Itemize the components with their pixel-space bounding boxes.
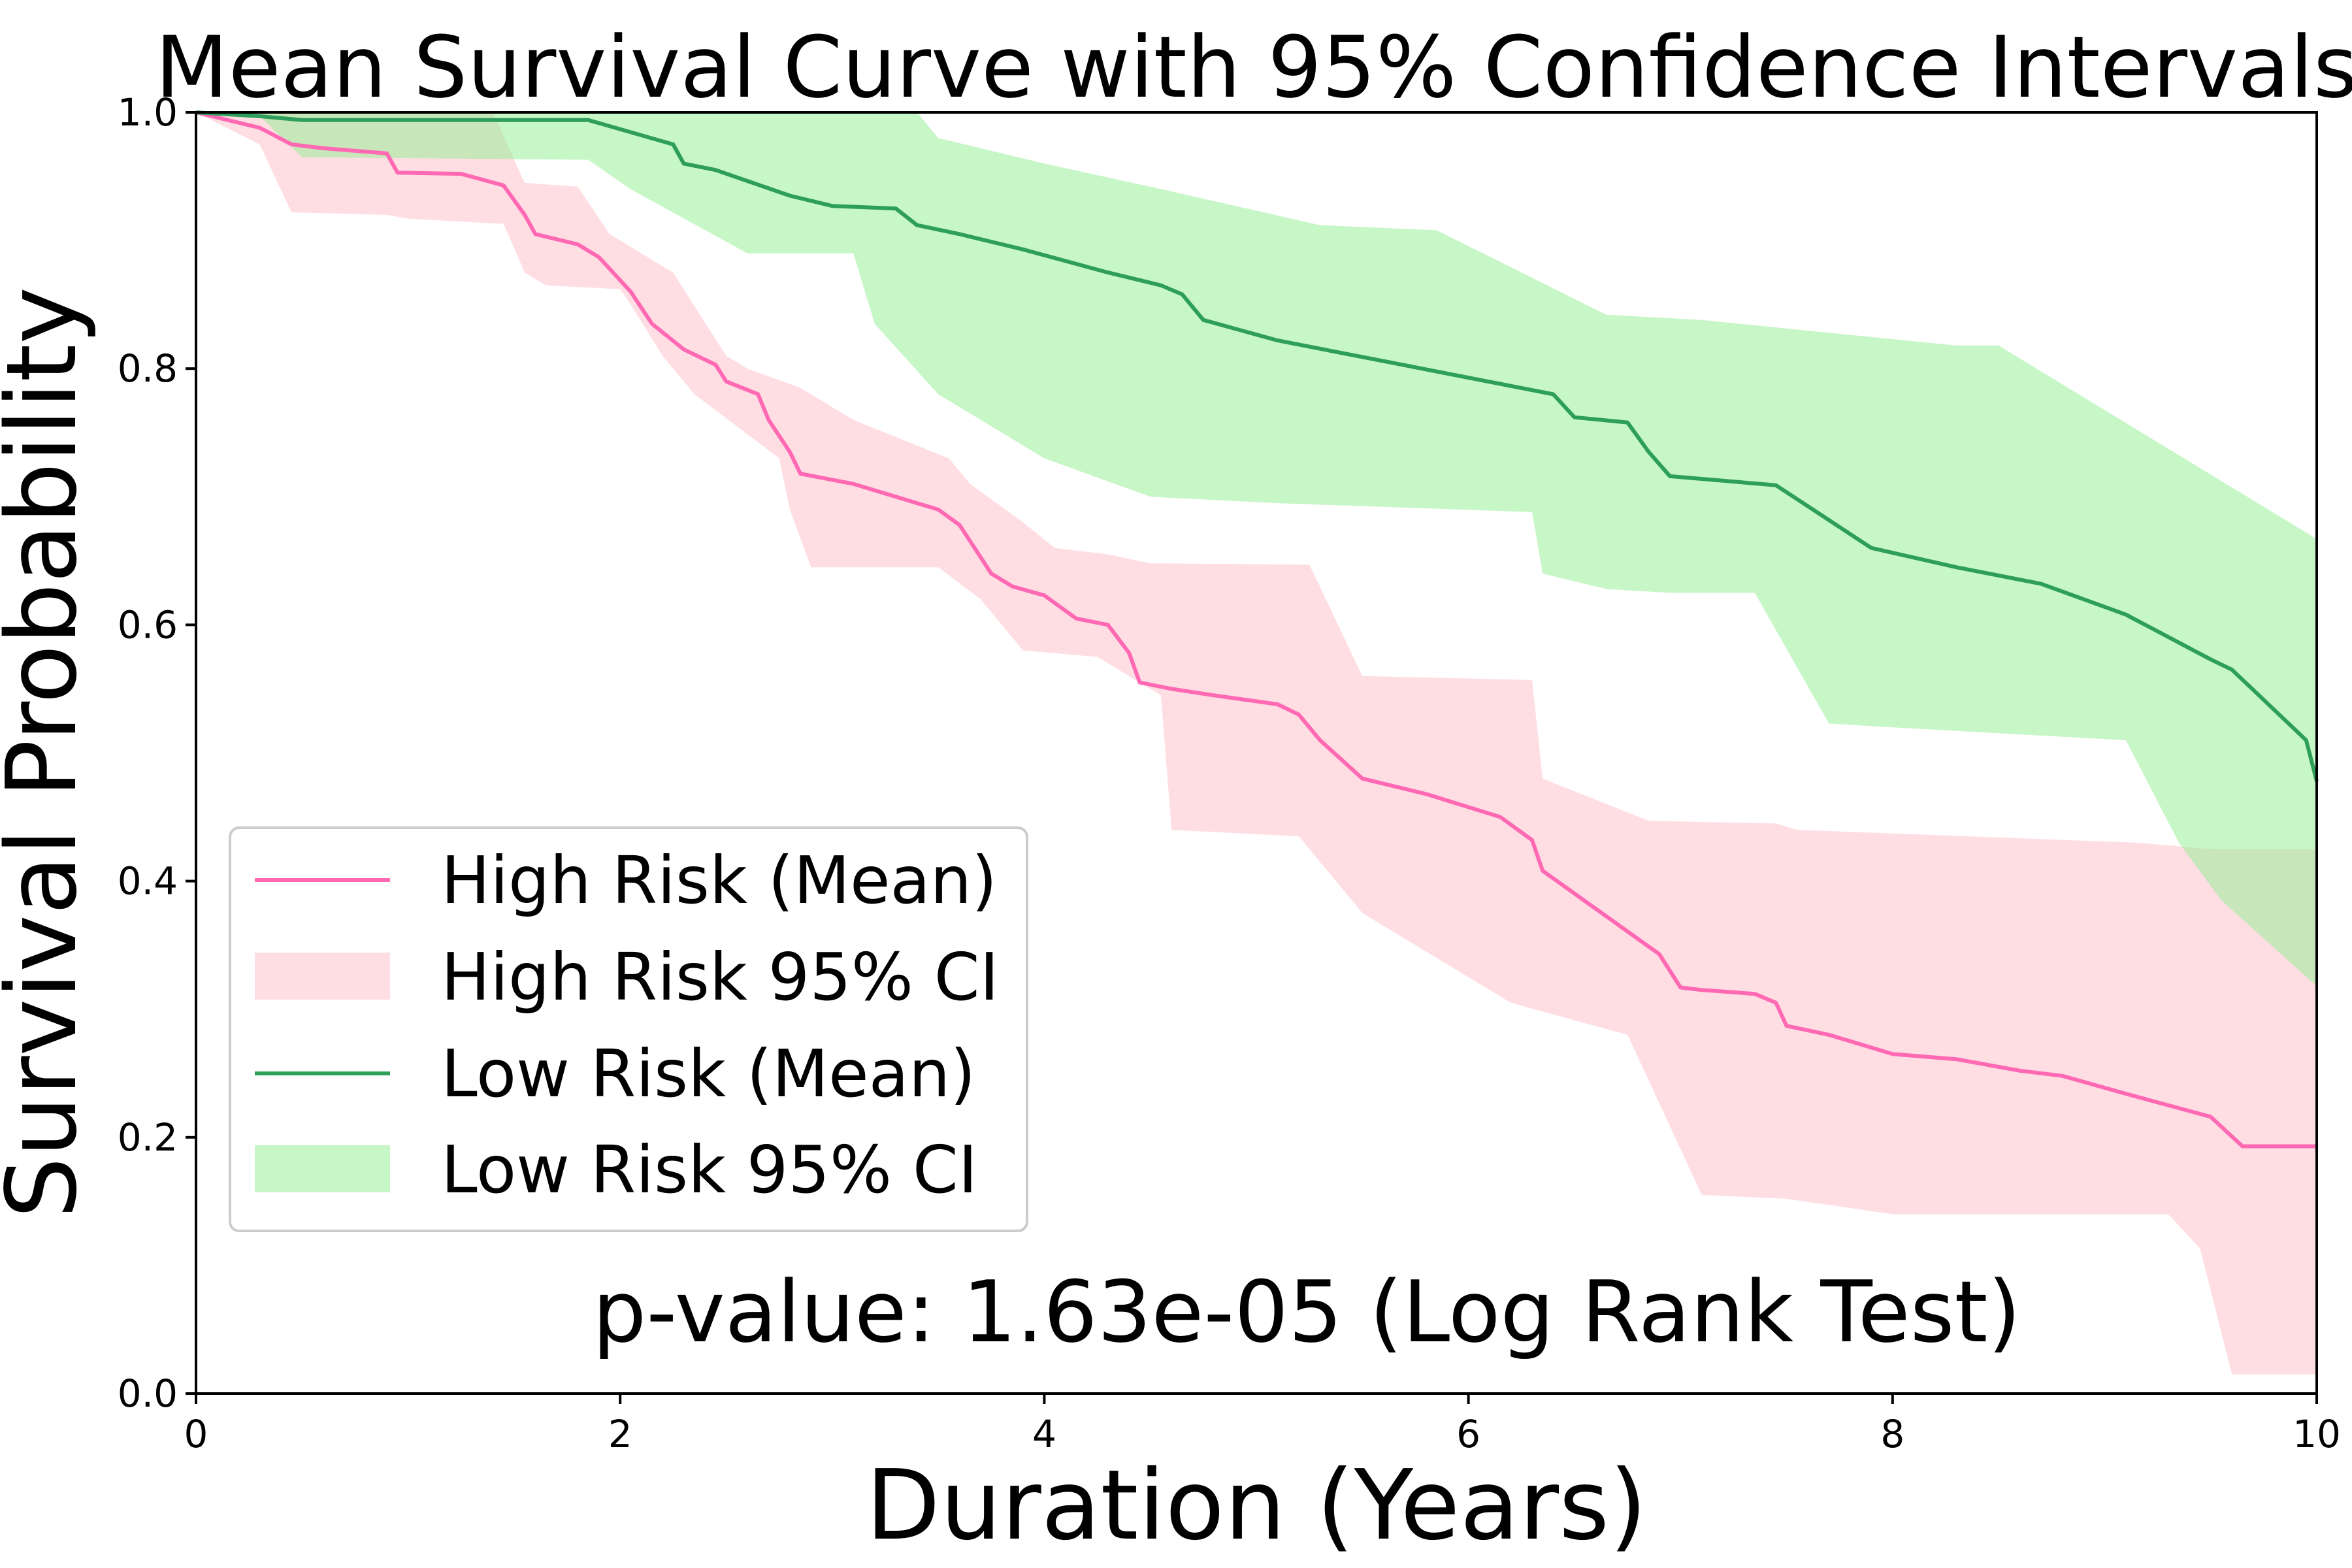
p-value-annotation: p-value: 1.63e-05 (Log Rank Test): [593, 1262, 2021, 1362]
high-risk-mean-line: [195, 110, 2317, 1149]
x-axis-label: Duration (Years): [866, 1449, 1647, 1561]
plot-area: [195, 110, 2319, 1375]
x-tick-label: 0: [184, 1412, 208, 1456]
y-tick-label: 1.0: [118, 90, 178, 135]
x-axis: 0 2 4 6 8 10: [184, 1394, 2341, 1456]
high-risk-95-ci-band: [196, 112, 2317, 1375]
plot-frame: [195, 111, 2318, 1395]
y-tick-label: 0.2: [118, 1115, 178, 1160]
y-tick-label: 0.8: [118, 346, 178, 391]
legend-label-low-risk-mean: Low Risk (Mean): [441, 1036, 975, 1112]
y-tick-label: 0.6: [118, 602, 178, 647]
y-tick-label: 0.0: [118, 1371, 178, 1416]
x-tick-label: 2: [608, 1412, 632, 1456]
legend-label-high-risk-ci: High Risk 95% CI: [441, 939, 999, 1015]
chart-title: Mean Survival Curve with 95% Confidence …: [155, 18, 2352, 117]
legend: High Risk (Mean) High Risk 95% CI Low Ri…: [229, 826, 1028, 1232]
low-risk-95-ci-band: [196, 112, 2317, 987]
legend-label-high-risk-mean: High Risk (Mean): [441, 842, 997, 919]
y-axis-label: Survival Probability: [0, 287, 98, 1218]
low-risk-mean-line: [195, 110, 2319, 782]
x-tick-label: 4: [1032, 1412, 1056, 1456]
legend-label-low-risk-ci: Low Risk 95% CI: [441, 1132, 977, 1208]
y-axis: 0.0 0.2 0.4 0.6 0.8 1.0: [118, 90, 196, 1416]
y-tick-label: 0.4: [118, 859, 178, 904]
legend-swatch-low-risk-ci: [255, 1145, 390, 1192]
x-tick-label: 6: [1456, 1412, 1480, 1456]
legend-box: [229, 826, 1028, 1232]
x-tick-label: 10: [2293, 1412, 2341, 1456]
x-tick-label: 8: [1880, 1412, 1904, 1456]
legend-swatch-high-risk-ci: [255, 953, 390, 1000]
